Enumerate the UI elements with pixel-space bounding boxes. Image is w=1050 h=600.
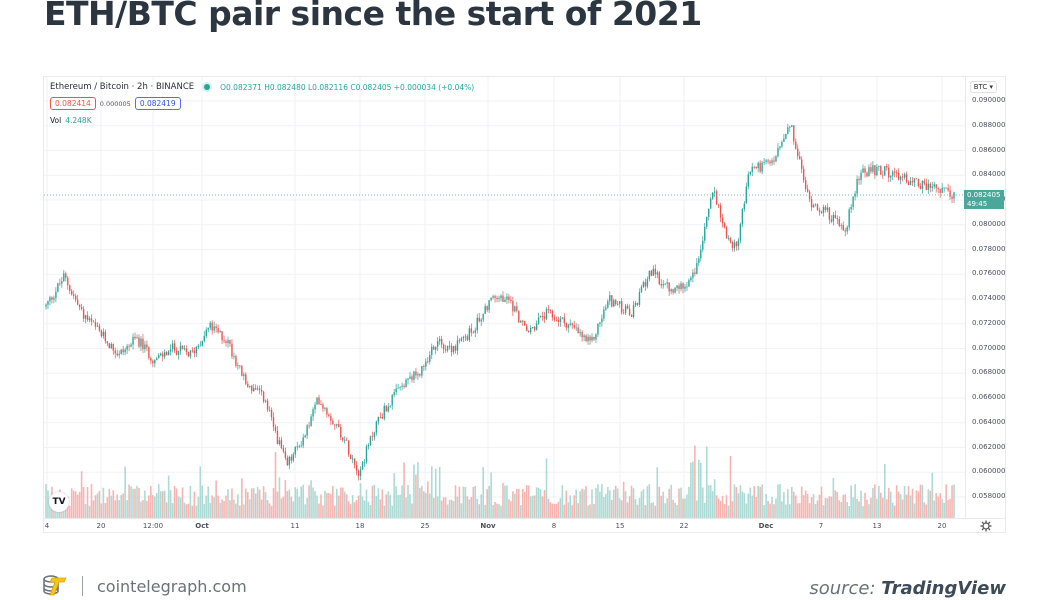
footer-branding: cointelegraph.com — [42, 574, 247, 598]
time-axis-label: 4 — [44, 522, 50, 530]
tradingview-chart[interactable]: Ethereum / Bitcoin · 2h · BINANCE O0.082… — [43, 76, 1006, 533]
time-axis-label: 7 — [818, 522, 824, 530]
time-axis-label: 20 — [937, 522, 947, 530]
bar-countdown: 49:45 — [967, 200, 988, 208]
ohlc-values: O0.082371 H0.082480 L0.082116 C0.082405 … — [220, 82, 475, 92]
price-axis-label: 0.076000 — [972, 269, 1006, 278]
price-axis-label: 0.064000 — [972, 417, 1006, 426]
price-axis-label: 0.068000 — [972, 368, 1006, 377]
price-axis-label: 0.084000 — [972, 170, 1006, 179]
buy-button[interactable]: 0.082419 — [134, 97, 181, 110]
volume-legend: Vol 4.248K — [50, 116, 92, 125]
price-axis-label: 0.080000 — [972, 219, 1006, 228]
price-axis-label: 0.072000 — [972, 318, 1006, 327]
time-axis-label: Dec — [758, 522, 774, 530]
time-axis-label: 12:00 — [142, 522, 164, 530]
cointelegraph-logo-icon — [43, 575, 67, 596]
chart-legend: Ethereum / Bitcoin · 2h · BINANCE O0.082… — [50, 82, 474, 92]
time-axis[interactable]: 4 20 12:00 Oct 11 18 25 Nov 8 15 22 Dec 7 13 20 — [44, 518, 1005, 534]
last-price-value: 0.082405 — [967, 191, 1001, 199]
sell-button[interactable]: 0.082414 — [50, 97, 96, 110]
price-axis-label: 0.062000 — [972, 442, 1006, 451]
market-status-icon — [204, 84, 211, 90]
price-axis-label: 0.088000 — [972, 120, 1006, 129]
price-axis-label: 0.090000 — [972, 96, 1006, 104]
bid-ask-panel: 0.082414 0.000005 0.082419 — [50, 97, 181, 110]
time-axis-label: Oct — [195, 522, 209, 530]
price-axis[interactable]: BTC ▾ 0.090000 0.088000 0.086000 0.084000 0.… — [965, 77, 1007, 518]
time-axis-label: 8 — [551, 522, 557, 530]
time-axis-label: 11 — [290, 522, 300, 530]
last-price-marker: 0.082405 49:45 — [964, 190, 1004, 209]
symbol-label[interactable]: Ethereum / Bitcoin · 2h · BINANCE — [50, 82, 195, 92]
time-axis-label: 20 — [96, 522, 106, 530]
source-credit: source: TradingView — [809, 578, 1006, 599]
tradingview-logo-icon[interactable]: TV — [49, 492, 69, 512]
price-axis-label: 0.058000 — [972, 492, 1006, 500]
page-title: ETH/BTC pair since the start of 2021 — [44, 0, 702, 33]
time-axis-label: Nov — [480, 522, 496, 530]
price-axis-label: 0.086000 — [972, 145, 1006, 154]
time-axis-label: 15 — [615, 522, 625, 530]
time-axis-label: 13 — [872, 522, 882, 530]
footer-separator — [82, 576, 83, 596]
volume-value: 4.248K — [65, 116, 92, 125]
time-axis-label: 25 — [420, 522, 430, 530]
price-axis-label: 0.066000 — [972, 393, 1006, 401]
price-axis-label: 0.074000 — [972, 294, 1006, 302]
currency-dropdown[interactable]: BTC ▾ — [969, 81, 997, 93]
settings-gear-icon[interactable] — [980, 520, 992, 532]
price-chart-canvas[interactable] — [44, 77, 1005, 532]
price-axis-label: 0.078000 — [972, 244, 1006, 253]
source-brand: TradingView — [881, 578, 1006, 599]
source-prefix: source: — [809, 578, 876, 599]
time-axis-label: 22 — [679, 522, 689, 530]
volume-label: Vol — [50, 116, 62, 125]
price-axis-label: 0.070000 — [972, 343, 1006, 352]
site-name: cointelegraph.com — [97, 576, 247, 596]
time-axis-label: 18 — [355, 522, 365, 530]
price-axis-label: 0.060000 — [972, 467, 1006, 476]
spread-value: 0.000005 — [99, 99, 131, 108]
